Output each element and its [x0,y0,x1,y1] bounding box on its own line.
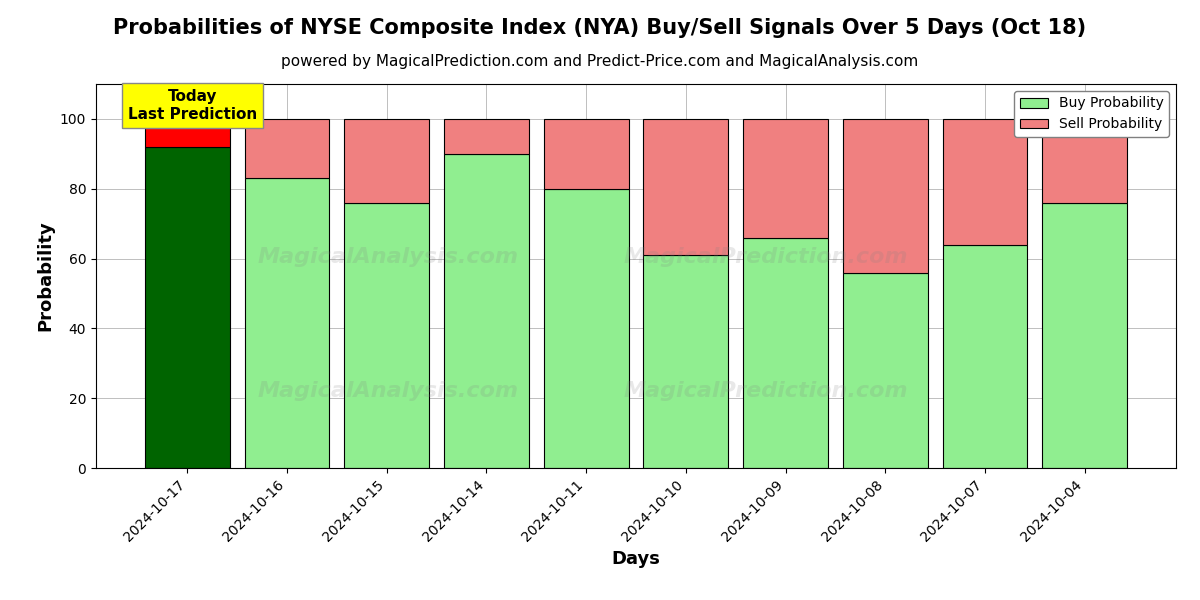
Bar [145,147,230,468]
Bar [1042,119,1127,203]
Bar [344,119,430,203]
Bar [444,119,529,154]
Y-axis label: Probability: Probability [36,221,54,331]
Bar [743,238,828,468]
Bar [743,119,828,238]
Bar [643,119,728,255]
Text: MagicalPrediction.com: MagicalPrediction.com [623,381,908,401]
Bar [544,189,629,468]
Text: MagicalAnalysis.com: MagicalAnalysis.com [257,247,518,267]
Bar [1042,203,1127,468]
Bar [245,119,330,178]
Bar [842,272,928,468]
Text: Probabilities of NYSE Composite Index (NYA) Buy/Sell Signals Over 5 Days (Oct 18: Probabilities of NYSE Composite Index (N… [114,18,1086,38]
Bar [544,119,629,189]
Bar [344,203,430,468]
Bar [444,154,529,468]
Bar [245,178,330,468]
Bar [145,119,230,147]
Text: MagicalPrediction.com: MagicalPrediction.com [623,247,908,267]
Text: powered by MagicalPrediction.com and Predict-Price.com and MagicalAnalysis.com: powered by MagicalPrediction.com and Pre… [281,54,919,69]
Text: Today
Last Prediction: Today Last Prediction [128,89,257,122]
Text: MagicalAnalysis.com: MagicalAnalysis.com [257,381,518,401]
Bar [643,255,728,468]
Bar [842,119,928,272]
Bar [942,119,1027,245]
Legend: Buy Probability, Sell Probability: Buy Probability, Sell Probability [1014,91,1169,137]
X-axis label: Days: Days [612,550,660,568]
Bar [942,245,1027,468]
